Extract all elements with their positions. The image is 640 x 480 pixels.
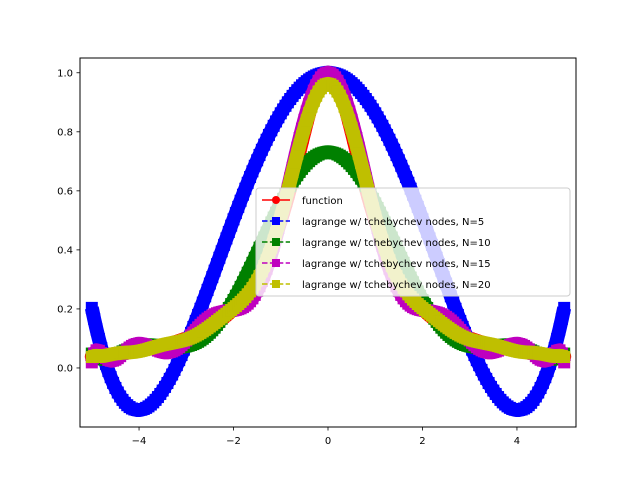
legend-label: function <box>302 196 343 207</box>
series-marker-4 <box>284 175 297 188</box>
legend-label: lagrange w/ tchebychev nodes, N=5 <box>302 217 484 228</box>
series-marker-4 <box>558 351 571 364</box>
legend-entry: function <box>262 196 343 207</box>
series-marker-4 <box>286 165 299 178</box>
y-tick-label: 0.0 <box>57 363 73 374</box>
legend-marker <box>272 196 280 204</box>
series-marker-4 <box>352 147 365 160</box>
y-tick-label: 0.8 <box>57 127 73 138</box>
legend-label: lagrange w/ tchebychev nodes, N=15 <box>302 259 491 270</box>
legend-marker <box>272 217 280 225</box>
series-marker-1 <box>88 313 101 326</box>
series-marker-1 <box>90 323 103 336</box>
x-tick-label: 0 <box>325 436 331 447</box>
y-tick-label: 1.0 <box>57 68 73 79</box>
x-tick-label: 4 <box>514 436 520 447</box>
y-tick-label: 0.4 <box>57 245 73 256</box>
x-tick-label: −2 <box>226 436 241 447</box>
legend-entry: lagrange w/ tchebychev nodes, N=20 <box>262 280 491 291</box>
x-tick-label: 2 <box>419 436 425 447</box>
legend-marker <box>272 280 280 288</box>
legend-label: lagrange w/ tchebychev nodes, N=10 <box>302 238 491 249</box>
series-marker-1 <box>85 301 98 314</box>
series-marker-1 <box>553 323 566 336</box>
legend-entry: lagrange w/ tchebychev nodes, N=10 <box>262 238 491 249</box>
series-marker-4 <box>288 156 301 169</box>
series-marker-1 <box>551 333 564 346</box>
y-tick-label: 0.6 <box>57 186 73 197</box>
x-tick-label: −4 <box>132 436 147 447</box>
series-marker-4 <box>357 165 370 178</box>
legend-entry: lagrange w/ tchebychev nodes, N=15 <box>262 259 491 270</box>
series-marker-1 <box>555 313 568 326</box>
legend: function lagrange w/ tchebychev nodes, N=… <box>255 187 571 297</box>
legend-marker <box>272 259 280 267</box>
series-marker-1 <box>558 301 571 314</box>
series-marker-4 <box>355 156 368 169</box>
y-tick-label: 0.2 <box>57 304 73 315</box>
series-1 <box>84 65 572 418</box>
axes-layer: −4 −2 0 2 4 0.0 0.2 0.4 0.6 0.8 1.0 <box>57 68 520 447</box>
series-marker-4 <box>359 175 372 188</box>
legend-entry: lagrange w/ tchebychev nodes, N=5 <box>262 217 484 228</box>
legend-label: lagrange w/ tchebychev nodes, N=20 <box>302 280 491 291</box>
legend-box <box>255 187 571 297</box>
legend-marker <box>272 238 280 246</box>
